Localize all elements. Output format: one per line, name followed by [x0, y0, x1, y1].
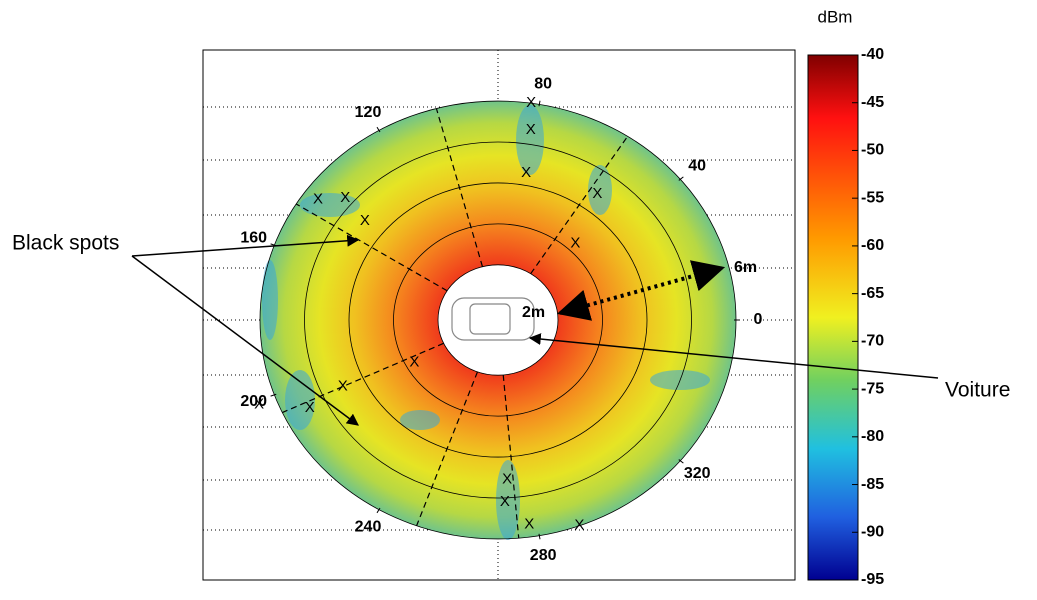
angle-tick [678, 459, 684, 464]
black-spot: X [338, 378, 348, 395]
black-spot: X [592, 185, 602, 202]
heatmap-texture [262, 105, 710, 540]
colorbar-label: dBm [818, 7, 853, 26]
angle-tick [270, 393, 277, 397]
angle-tick-label: 0 [754, 311, 763, 328]
angle-tick-label: 200 [240, 393, 267, 410]
colorbar-tick-label: -75 [861, 380, 884, 397]
black-spot: X [305, 399, 315, 416]
arrow [131, 255, 359, 426]
colorbar [807, 54, 859, 581]
black-spot: X [574, 517, 584, 534]
colorbar-tick-label: -65 [861, 285, 884, 302]
radial-line [416, 371, 479, 526]
black-spot: X [500, 493, 510, 510]
radial-line [435, 108, 484, 267]
angle-tick [678, 176, 684, 181]
angle-tick-label: 320 [684, 465, 711, 482]
angle-tick-label: 120 [355, 104, 382, 121]
angle-tick-label: 280 [530, 547, 557, 564]
car-zone [438, 265, 558, 375]
black-spot: X [254, 395, 264, 412]
colorbar-tick-label: -90 [861, 523, 884, 540]
colorbar-tick-label: -95 [861, 571, 884, 588]
angle-tick [538, 100, 541, 107]
angle-tick-label: 80 [534, 76, 552, 93]
black-spot: X [502, 470, 512, 487]
angle-tick [376, 126, 381, 133]
black-spot: X [526, 94, 536, 111]
radial-line [530, 136, 629, 275]
black-spot: X [340, 189, 350, 206]
radius-inner-label: 2m [522, 304, 545, 321]
colorbar-tick-label: -60 [861, 237, 884, 254]
radial-line [502, 374, 520, 539]
radius-outer-label: 6m [734, 259, 757, 276]
angle-tick [538, 533, 541, 540]
angle-tick-label: 40 [688, 157, 706, 174]
car [451, 297, 535, 341]
black-spots-label: Black spots [12, 232, 119, 255]
colorbar-tick-label: -70 [861, 333, 884, 350]
black-spot: X [409, 354, 419, 371]
colorbar-tick-label: -45 [861, 94, 884, 111]
arrow [528, 333, 939, 379]
black-spot: X [313, 191, 323, 208]
colorbar-tick-label: -40 [861, 46, 884, 63]
colorbar-tick-label: -80 [861, 428, 884, 445]
angle-tick [376, 507, 381, 514]
black-spot: X [526, 121, 536, 138]
colorbar-tick-label: -85 [861, 476, 884, 493]
black-spot: X [521, 164, 531, 181]
colorbar-tick-label: -50 [861, 142, 884, 159]
angle-tick-label: 160 [240, 229, 267, 246]
car-label: Voiture [945, 379, 1010, 402]
black-spot: X [570, 235, 580, 252]
radial-line [295, 203, 448, 292]
black-spot: X [360, 212, 370, 229]
colorbar-tick-label: -55 [861, 189, 884, 206]
angle-tick-label: 240 [355, 518, 382, 535]
axes-box [202, 49, 796, 581]
arrow [131, 234, 360, 257]
black-spot: X [524, 516, 534, 533]
radius-arrow [556, 260, 726, 321]
